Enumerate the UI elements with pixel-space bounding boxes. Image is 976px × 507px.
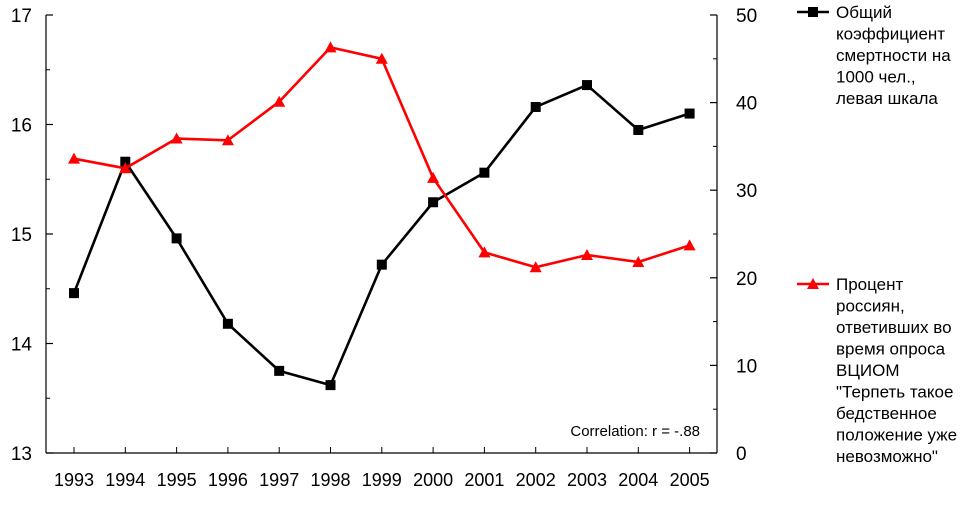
legend-label-line: ВЦИОМ <box>836 361 900 380</box>
x-axis-tick-label: 2001 <box>464 470 504 490</box>
series-0-point <box>120 156 131 167</box>
series-1-point <box>427 171 440 183</box>
left-axis-tick-label: 13 <box>11 444 32 465</box>
series-1-point <box>68 152 80 164</box>
legend-label-line: коэффициент <box>836 25 945 44</box>
x-axis-tick-label: 1993 <box>54 470 94 490</box>
legend-label-line: ответивших во <box>836 318 952 337</box>
series-1-point <box>119 162 132 174</box>
series-line-1 <box>73 46 691 269</box>
left-axis-tick-label: 14 <box>11 335 33 356</box>
x-axis-tick-label: 1995 <box>157 470 197 490</box>
right-axis-tick-label: 40 <box>736 94 757 115</box>
x-axis-tick-label: 2004 <box>618 470 658 490</box>
right-axis-tick-label: 20 <box>736 269 757 290</box>
correlation-annotation: Correlation: r = -.88 <box>570 423 700 440</box>
legend-label-line: невозможно" <box>836 447 938 466</box>
left-axis-tick-label: 16 <box>11 116 32 137</box>
x-axis-tick-label: 2002 <box>516 470 556 490</box>
right-axis-tick-label: 10 <box>736 356 757 377</box>
legend-label-line: левая шкала <box>836 89 938 108</box>
left-axis-tick-label: 15 <box>11 225 32 246</box>
legend-label-line: Процент <box>836 275 904 294</box>
right-axis-tick-label: 0 <box>736 444 747 465</box>
legend-label-line: положение уже <box>836 426 957 445</box>
series-1-point <box>683 239 696 251</box>
series-0-point <box>428 197 439 208</box>
x-axis-tick-label: 2005 <box>670 470 710 490</box>
x-axis-tick-label: 1996 <box>208 470 248 490</box>
x-axis-tick-label: 1994 <box>105 470 145 490</box>
series-0-point <box>582 80 592 91</box>
series-0-point <box>325 380 336 391</box>
series-0-point <box>684 108 695 119</box>
series-0-point <box>274 365 285 376</box>
series-1-point <box>170 132 183 144</box>
x-axis-tick-label: 2000 <box>413 470 453 490</box>
series-0-point <box>222 318 233 329</box>
legend-label-line: бедственное <box>836 404 937 423</box>
legend-label-line: 1000 чел., <box>836 68 916 87</box>
x-axis-tick-label: 2003 <box>567 470 607 490</box>
legend-label-line: смертности на <box>836 46 951 65</box>
legend-swatch-marker <box>808 7 818 17</box>
series-0-point <box>171 233 182 244</box>
series-1-point <box>221 134 234 146</box>
x-axis-tick-label: 1997 <box>259 470 299 490</box>
legend-label-line: россиян, <box>836 297 905 316</box>
x-axis-tick-label: 1999 <box>362 470 402 490</box>
series-0-point <box>479 167 490 178</box>
legend-swatch-marker <box>807 278 819 289</box>
right-axis-tick-label: 30 <box>736 181 757 202</box>
series-0-point <box>633 124 644 135</box>
legend-label-line: время опроса <box>836 340 946 359</box>
series-0-point <box>530 101 541 112</box>
right-axis-tick-label: 50 <box>736 6 757 27</box>
series-1-point <box>273 95 286 107</box>
series-1-point <box>581 249 593 261</box>
series-0-point <box>376 259 387 270</box>
x-axis-tick-label: 1998 <box>310 470 350 490</box>
legend-label-line: Общий <box>836 3 892 22</box>
series-0-point <box>69 288 79 299</box>
series-1-point <box>375 52 388 64</box>
series-1-point <box>529 261 542 273</box>
series-1-point <box>478 246 491 258</box>
left-axis-tick-label: 17 <box>11 6 32 27</box>
series-1-point <box>324 41 337 53</box>
series-line-0 <box>72 83 690 387</box>
legend-label-line: "Терпеть такое <box>836 383 953 402</box>
series-1-point <box>632 256 645 268</box>
